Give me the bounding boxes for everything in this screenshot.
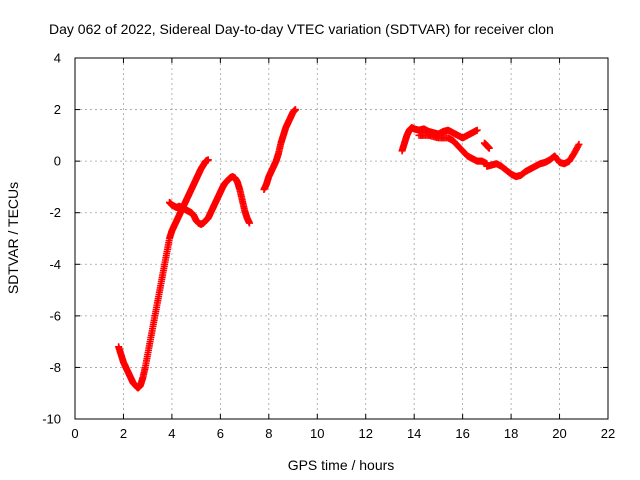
grid: [75, 58, 608, 419]
series-seg5: [415, 131, 491, 168]
y-tick-label: -2: [49, 205, 61, 220]
series-seg3: [260, 106, 299, 194]
y-axis-label: SDTVAR / TECUs: [5, 182, 21, 294]
series-seg1: [115, 156, 212, 392]
axis-ticks: 0 2 4 6 8 10 12 14 16 18 20 22 -10 -8 -6 -4 -2 0 2 4: [42, 51, 615, 442]
data-point: [485, 144, 493, 152]
data-point: [574, 142, 582, 150]
y-tick-label: 2: [54, 102, 61, 117]
y-tick-label: 0: [54, 154, 61, 169]
data-point: [575, 140, 583, 148]
x-tick-label: 6: [217, 426, 224, 441]
y-tick-label: -10: [42, 412, 61, 427]
x-tick-label: 8: [265, 426, 272, 441]
x-tick-label: 16: [455, 426, 469, 441]
series-seg6: [480, 139, 493, 152]
series-seg2: [165, 173, 253, 228]
series-seg7: [483, 140, 583, 181]
x-tick-label: 10: [310, 426, 324, 441]
data-point: [473, 126, 481, 134]
chart-title: Day 062 of 2022, Sidereal Day-to-day VTE…: [49, 21, 554, 37]
x-tick-label: 2: [120, 426, 127, 441]
data-points: [115, 106, 583, 392]
data-point: [291, 106, 299, 114]
data-point: [245, 219, 253, 227]
y-tick-label: 4: [54, 51, 61, 66]
x-tick-label: 22: [601, 426, 615, 441]
data-point: [204, 156, 212, 164]
y-tick-label: -4: [49, 257, 61, 272]
x-tick-label: 20: [552, 426, 566, 441]
x-tick-label: 0: [71, 426, 78, 441]
x-axis-label: GPS time / hours: [288, 457, 395, 473]
x-tick-label: 4: [168, 426, 175, 441]
x-tick-label: 18: [504, 426, 518, 441]
y-tick-label: -8: [49, 360, 61, 375]
x-tick-label: 14: [407, 426, 421, 441]
x-tick-label: 12: [358, 426, 372, 441]
plot-frame: [74, 57, 609, 420]
y-tick-label: -6: [49, 308, 61, 323]
